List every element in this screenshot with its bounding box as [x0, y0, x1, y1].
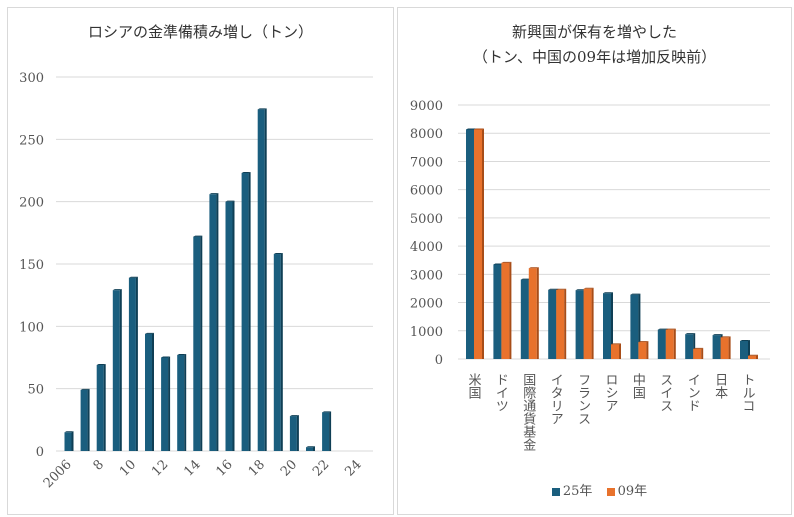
- bar-09年-3: [556, 288, 567, 359]
- bar-09年-9: [720, 336, 731, 359]
- bar-2019: [273, 253, 283, 451]
- bar-2021: [306, 446, 315, 451]
- bar-2010: [128, 276, 138, 451]
- legend-swatch-09: [606, 487, 615, 496]
- y-tick-label: 150: [19, 258, 44, 273]
- x-tick-label: 24: [342, 457, 364, 479]
- y-tick-label: 5000: [410, 212, 443, 227]
- x-tick-label: トルコ: [740, 373, 755, 412]
- bar-2016: [225, 200, 235, 451]
- bar-2015: [209, 193, 219, 452]
- y-tick-label: 7000: [410, 155, 443, 170]
- x-tick-label: 日本: [712, 373, 728, 399]
- y-tick-label: 0: [36, 445, 44, 460]
- y-tick-label: 300: [19, 71, 44, 86]
- x-tick-label: スイス: [657, 373, 672, 412]
- x-tick-label: 14: [181, 457, 203, 479]
- bar-2013: [177, 354, 187, 451]
- bar-2017: [241, 171, 251, 451]
- bar-09年-0: [474, 128, 484, 359]
- bar-2020: [289, 415, 299, 451]
- holdings-plot: 0 1000 2000 3000 4000 5000 6000 7000 8000 9000 米国ド…: [410, 99, 770, 451]
- bar-2018: [257, 108, 267, 451]
- y-tick-label: 100: [19, 320, 44, 335]
- x-tick-label: 20: [278, 457, 300, 479]
- x-tick-label: 16: [214, 457, 236, 479]
- x-tick-label: 18: [246, 457, 268, 479]
- x-tick-label: インド: [685, 373, 700, 412]
- bar-09年-10: [748, 354, 758, 359]
- legend-swatch-25: [551, 487, 560, 496]
- y-tick-label: 4000: [410, 240, 443, 255]
- bar-2014: [193, 235, 203, 451]
- y-tick-label: 250: [19, 133, 44, 148]
- y-tick-label: 0: [435, 353, 443, 368]
- x-tick-label: ロシア: [603, 373, 618, 412]
- x-tick-label: 中国: [630, 373, 645, 399]
- bar-25年-5: [603, 292, 613, 359]
- x-tick-label: 12: [149, 457, 171, 479]
- y-tick-label: 50: [27, 383, 44, 398]
- x-tick-label: 10: [117, 457, 139, 479]
- bar-2007: [80, 388, 90, 451]
- bar-09年-5: [611, 343, 621, 359]
- x-tick-label: 2006: [41, 457, 75, 491]
- chart-title-line1: 新興国が保有を増やした: [511, 23, 677, 41]
- y-tick-label: 2000: [410, 297, 443, 312]
- x-tick-label: フランス: [575, 373, 590, 425]
- bar-2011: [145, 332, 154, 451]
- russia-gold-chart: ロシアの金準備積み増し（トン） 0 50 100 150 200 250 300 2006 8 1…: [7, 7, 394, 515]
- bar-09年-8: [693, 347, 704, 359]
- bar-2006: [64, 431, 74, 451]
- legend-label-25: 25年: [562, 484, 593, 499]
- legend: 25年 09年: [398, 480, 791, 499]
- chart-title-line2: （トン、中国の09年は増加反映前）: [472, 48, 717, 66]
- holdings-chart: 新興国が保有を増やした （トン、中国の09年は増加反映前） 0 1000 2000 3…: [397, 7, 792, 515]
- bar-25年-10: [740, 339, 750, 359]
- bar-2022: [322, 411, 332, 451]
- x-tick-label: 国際通貨基金: [520, 373, 536, 451]
- x-tick-label: イタリア: [548, 373, 563, 425]
- bar-09年-2: [528, 267, 539, 359]
- y-tick-label: 8000: [410, 127, 443, 142]
- x-tick-label: 米国: [466, 373, 482, 399]
- y-tick-label: 9000: [410, 99, 443, 114]
- bar-09年-7: [665, 328, 676, 359]
- bar-09年-6: [638, 341, 649, 359]
- bar-2009: [112, 289, 122, 451]
- bar-2012: [161, 356, 171, 451]
- legend-label-09: 09年: [617, 484, 648, 499]
- y-tick-label: 6000: [410, 184, 443, 199]
- chart-title: ロシアの金準備積み増し（トン）: [87, 23, 313, 41]
- bar-09年-4: [583, 287, 594, 359]
- x-tick-label: 8: [91, 457, 107, 473]
- bar-09年-1: [501, 261, 512, 359]
- x-tick-label: 22: [310, 457, 332, 479]
- y-tick-label: 200: [19, 196, 44, 211]
- russia-plot: 0 50 100 150 200 250 300 2006 8 10 12 14 16 18 20 22 24: [19, 71, 373, 491]
- y-tick-label: 1000: [410, 325, 443, 340]
- bar-2008: [96, 363, 106, 451]
- x-tick-label: ドイツ: [493, 373, 508, 412]
- y-tick-label: 3000: [410, 268, 443, 283]
